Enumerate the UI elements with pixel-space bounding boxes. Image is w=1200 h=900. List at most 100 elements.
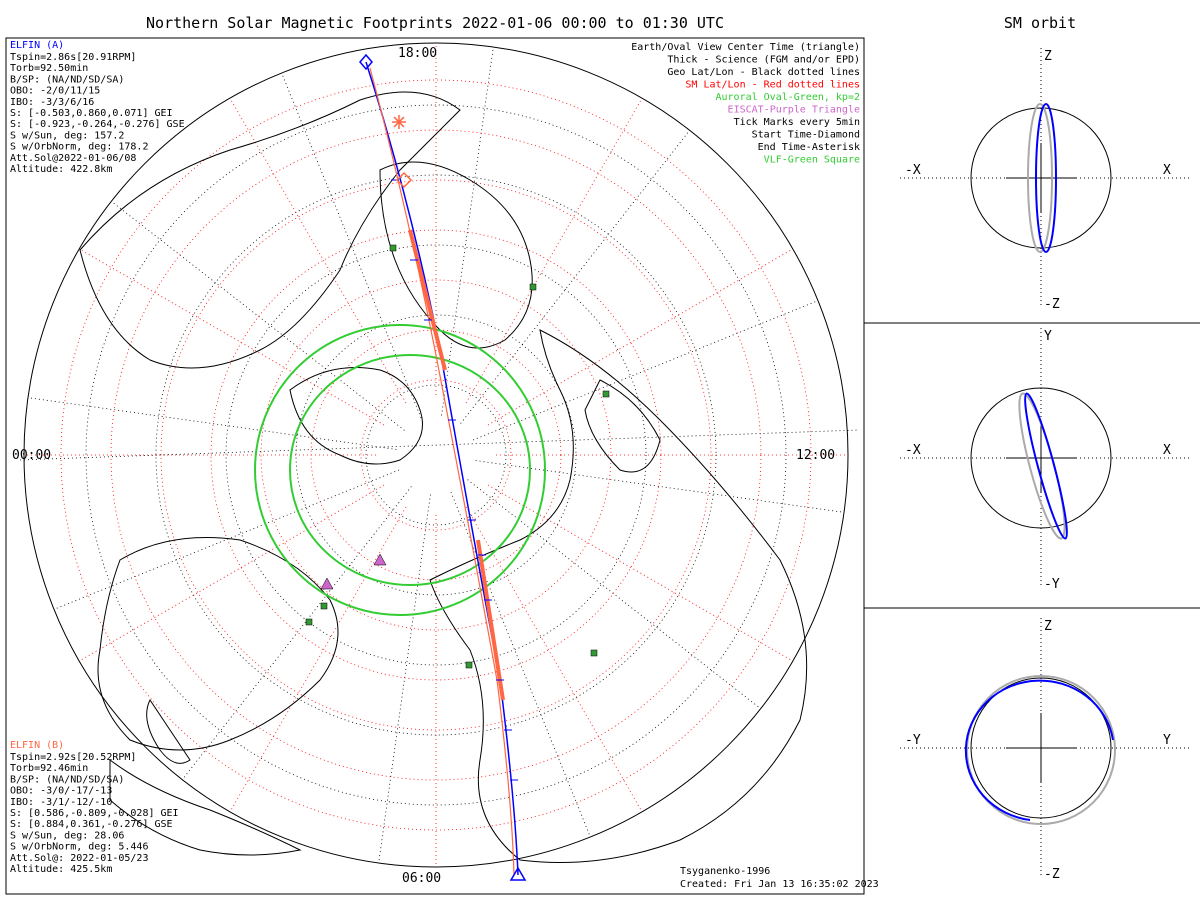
elfin-b-track <box>369 67 515 876</box>
orbit-b <box>1027 103 1053 253</box>
sm-lat-circle <box>60 79 812 831</box>
vlf-square <box>465 661 473 669</box>
vlf-square <box>320 602 328 610</box>
geo-lon-line <box>467 479 761 709</box>
coastline-siberia <box>97 537 339 751</box>
legend-entry: Earth/Oval View Center Time (triangle) <box>631 42 860 53</box>
info-line: Att.Sol@: 2022-01-05/23 <box>10 853 148 864</box>
info-line: Tspin=2.86s[20.91RPM] <box>10 52 136 63</box>
elfin-b-info: ELFIN (B) Tspin=2.92s[20.52RPM]Torb=92.4… <box>10 740 179 875</box>
info-line: Altitude: 425.5km <box>10 864 112 875</box>
info-line: B/SP: (NA/ND/SD/SA) <box>10 774 124 785</box>
site-markers <box>305 244 610 669</box>
vlf-square <box>602 390 610 398</box>
main-plot-frame <box>5 37 865 895</box>
time-label-right: 12:00 <box>796 448 835 463</box>
sm-grid <box>19 45 859 865</box>
polar-map: 18:00 00:00 12:00 06:00 <box>12 42 859 886</box>
meridian-line <box>19 429 859 461</box>
elfin-a-info: ELFIN (A) Tspin=2.86s[20.91RPM]Torb=92.5… <box>10 40 185 175</box>
sm-lon-line <box>230 506 407 811</box>
elfin-b-name: ELFIN (B) <box>10 740 64 751</box>
sm-lat-circle <box>260 279 612 631</box>
geo-lon-line <box>27 397 397 450</box>
orbit-axis-label-bottom: -Z <box>1044 297 1060 312</box>
view-center-triangle <box>509 866 527 881</box>
legend-entry: SM Lat/Lon - Red dotted lines <box>685 80 860 91</box>
created-label: Created: Fri Jan 13 16:35:02 2023 <box>680 879 879 890</box>
eiscat-triangle <box>373 553 387 566</box>
info-line: S w/Sun, deg: 28.06 <box>10 830 124 841</box>
geo-lon-line <box>111 201 405 431</box>
elfin-b-lines: Tspin=2.92s[20.52RPM]Torb=92.46minB/SP: … <box>10 752 179 875</box>
info-line: Att.Sol@2022-01-06/08 <box>10 153 136 164</box>
model-label: Tsyganenko-1996 <box>680 866 770 877</box>
auroral-oval-outer <box>254 324 546 616</box>
info-line: S: [-0.503,0.860,0.071] GEI <box>10 108 173 119</box>
orbit-b <box>1018 392 1066 540</box>
info-line: S w/Sun, deg: 157.2 <box>10 130 124 141</box>
legend-entry: Start Time-Diamond <box>752 130 860 141</box>
coastlines <box>79 91 808 863</box>
vlf-square <box>590 649 598 657</box>
sm-lon-line <box>80 249 385 426</box>
sm-lat-circle <box>360 379 512 531</box>
auroral-oval-inner <box>289 354 531 586</box>
legend-entry: VLF-Green Square <box>764 155 860 166</box>
vlf-square <box>529 283 537 291</box>
info-line: S: [0.884,0.361,-0.276] GSE <box>10 819 173 830</box>
geo-lon-line <box>53 469 400 610</box>
info-line: S: [-0.923,-0.264,-0.276] GSE <box>10 119 185 130</box>
geo-lon-line <box>441 46 494 416</box>
orbit-panel: Z -Z -X X <box>900 48 1190 312</box>
legend-entry: Geo Lat/Lon - Black dotted lines <box>667 67 860 78</box>
geo-lon-line <box>460 130 690 424</box>
tracks <box>359 53 527 881</box>
sm-lat-circle <box>110 129 762 781</box>
legend-entry: Tick Marks every 5min <box>734 117 860 128</box>
elfin-b-start-diamond <box>395 171 413 189</box>
time-label-bottom: 06:00 <box>402 871 441 886</box>
orbit-axis-label-left: -X <box>905 163 921 178</box>
geo-lon-line <box>378 494 431 864</box>
orbit-b <box>966 675 1116 825</box>
coastline-eurasia <box>429 329 808 863</box>
orbit-axis-label-bottom: -Z <box>1044 867 1060 882</box>
orbit-axis-label-right: X <box>1163 163 1171 178</box>
coastline-alaska <box>109 759 302 856</box>
elfin-a-name: ELFIN (A) <box>10 40 64 51</box>
geo-lon-line <box>182 486 412 780</box>
elfin-a-track <box>365 61 519 876</box>
main-title: Northern Solar Magnetic Footprints 2022-… <box>146 14 724 32</box>
elfin-a-start-diamond <box>359 53 373 71</box>
geo-lat-circle <box>85 104 787 806</box>
info-line: Torb=92.50min <box>10 63 88 74</box>
geo-lon-line <box>472 300 819 441</box>
coastline-north-america <box>79 91 461 369</box>
geo-grid <box>27 46 845 864</box>
sm-lon-line <box>80 484 385 661</box>
coastline-arctic-islands <box>289 367 423 465</box>
info-line: Torb=92.46min <box>10 763 88 774</box>
orbit-axis-label-top: Z <box>1044 619 1052 634</box>
sm-lat-circle <box>160 179 712 731</box>
orbit-axis-label-left: -X <box>905 443 921 458</box>
orbit-panel: Y -Y -X X <box>900 328 1190 592</box>
sm-lon-line <box>487 484 792 661</box>
time-label-left: 00:00 <box>12 448 51 463</box>
info-line: IBO: -3/3/6/16 <box>10 97 94 108</box>
sm-lat-circle <box>210 229 662 681</box>
auroral-ovals <box>254 324 546 616</box>
map-boundary <box>23 42 849 868</box>
sm-lon-line <box>230 99 407 404</box>
geo-lat-circle <box>365 384 507 526</box>
legend-entry: EISCAT-Purple Triangle <box>728 105 860 116</box>
legend-entry: End Time-Asterisk <box>758 142 860 153</box>
orbit-axis-label-left: -Y <box>905 733 921 748</box>
orbit-title: SM orbit <box>1004 14 1076 32</box>
orbit-axis-label-bottom: -Y <box>1044 577 1060 592</box>
eiscat-triangle <box>320 577 334 590</box>
info-line: OBO: -3/0/-17/-13 <box>10 786 112 797</box>
info-line: S w/OrbNorm, deg: 5.446 <box>10 842 148 853</box>
